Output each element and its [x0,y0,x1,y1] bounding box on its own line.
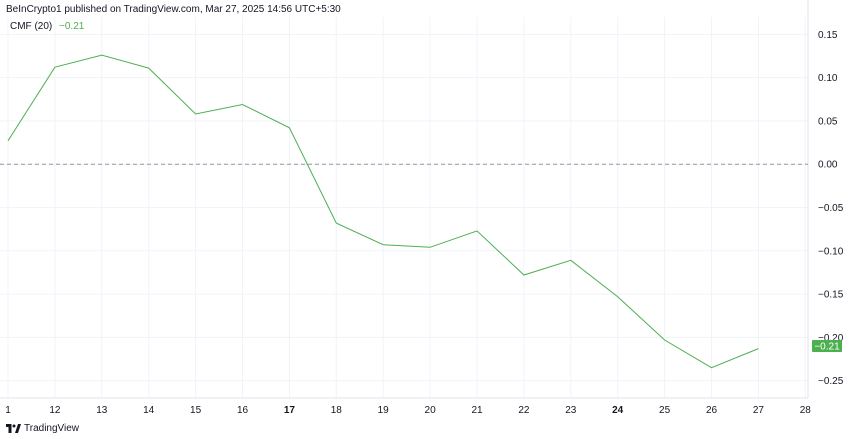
indicator-name: CMF (20) [10,21,53,32]
y-tick-label: −0.25 [818,376,844,387]
x-tick-label: 13 [96,405,108,416]
cmf-series-line [7,54,759,369]
current-value-tag-layer: −0.21 [812,340,842,353]
indicator-value: −0.21 [59,21,85,32]
tradingview-logo-icon [6,424,21,433]
current-value-label: −0.21 [814,342,840,353]
y-tick-label: −0.15 [818,290,844,301]
y-tick-label: 0.10 [818,73,838,84]
x-tick-label: 16 [237,405,249,416]
tradingview-footer[interactable]: TradingView [6,423,79,434]
indicator-legend[interactable]: CMF (20) −0.21 [10,21,84,32]
x-tick-label: 21 [471,405,483,416]
x-tick-label: 28 [800,405,812,416]
x-tick-label: 25 [659,405,671,416]
x-tick-label: 20 [425,405,437,416]
grid-lines [0,0,809,399]
series-line-layer [7,54,759,369]
x-tick-label: 1 [5,405,11,416]
chart-attribution: BeInCrypto1 published on TradingView.com… [6,4,341,15]
x-tick-label: 22 [518,405,530,416]
y-axis: 0.15 0.10 0.05 0.00 −0.05 −0.10 −0.15 −0.20 −0.2… [818,30,844,387]
y-tick-label: 0.05 [818,116,838,127]
x-tick-label: 12 [49,405,61,416]
y-tick-label: −0.20 [818,333,844,344]
y-tick-label: 0.00 [818,160,838,171]
x-tick-label: 24 [612,405,624,416]
x-tick-label: 27 [753,405,765,416]
x-tick-label: 18 [331,405,343,416]
x-axis: 1 12 13 14 15 16 17 18 19 20 21 22 23 24 25 26 27 28 [5,405,811,416]
x-tick-label: 17 [284,405,296,416]
x-tick-label: 26 [706,405,718,416]
x-tick-label: 14 [143,405,155,416]
y-tick-label: −0.10 [818,246,844,257]
tradingview-brand: TradingView [24,423,80,434]
x-tick-label: 23 [565,405,577,416]
current-value-tag [812,340,842,353]
x-tick-label: 15 [190,405,202,416]
x-tick-label: 19 [378,405,390,416]
y-tick-label: −0.05 [818,203,844,214]
y-tick-label: 0.15 [818,30,838,41]
